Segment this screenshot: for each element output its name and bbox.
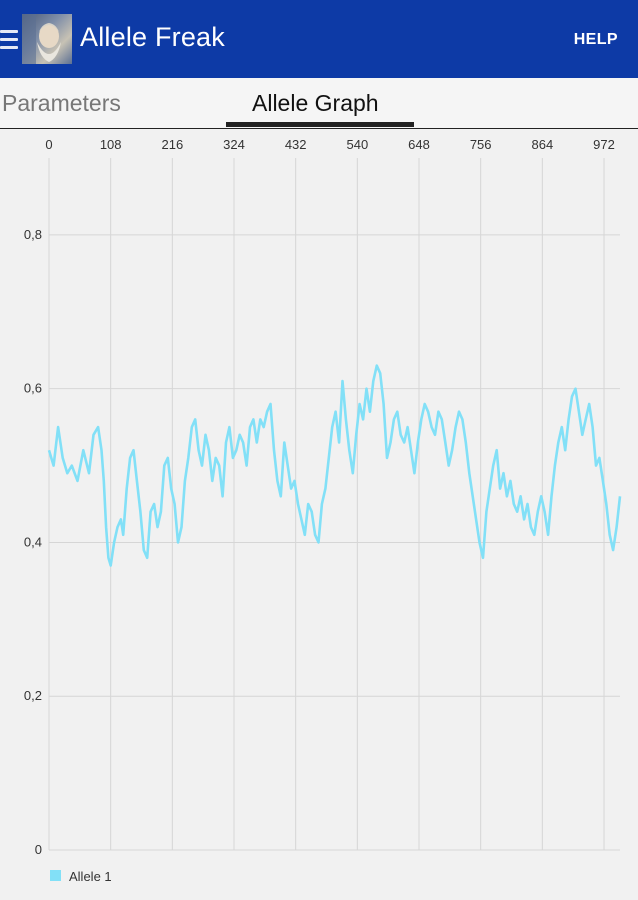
x-tick-label: 0 [45, 137, 52, 152]
y-tick-label: 0,6 [24, 381, 42, 396]
tab-bar: Parameters Allele Graph [0, 78, 638, 129]
chart-grid [48, 158, 620, 851]
x-tick-label: 972 [593, 137, 615, 152]
x-tick-label: 864 [531, 137, 553, 152]
app-bar: Allele Freak HELP [0, 0, 638, 78]
x-tick-label: 756 [470, 137, 492, 152]
x-tick-label: 324 [223, 137, 245, 152]
x-axis-ticks: 0 108 216 324 432 540 648 756 864 972 [45, 137, 614, 152]
x-tick-label: 108 [100, 137, 122, 152]
x-tick-label: 540 [346, 137, 368, 152]
hamburger-menu-icon[interactable] [0, 27, 20, 53]
x-tick-label: 648 [408, 137, 430, 152]
help-button[interactable]: HELP [573, 31, 618, 48]
legend-swatch-allele-1 [50, 870, 61, 881]
tab-parameters[interactable]: Parameters [2, 90, 121, 116]
selected-tab-indicator [226, 122, 414, 127]
tab-allele-graph[interactable]: Allele Graph [252, 90, 379, 116]
legend-label-allele-1: Allele 1 [69, 869, 112, 884]
x-tick-label: 216 [161, 137, 183, 152]
y-tick-label: 0,4 [24, 534, 42, 549]
x-tick-label: 432 [285, 137, 307, 152]
app-avatar-icon [22, 14, 72, 64]
y-tick-label: 0 [35, 842, 42, 857]
series-line-allele-1 [47, 364, 622, 567]
y-tick-label: 0,2 [24, 688, 42, 703]
allele-frequency-chart: 0 108 216 324 432 540 648 756 864 972 00,20,40,60… [24, 137, 622, 884]
y-tick-label: 0,8 [24, 227, 42, 242]
app-title: Allele Freak [80, 22, 225, 52]
y-axis-ticks: 0 0,2 0,4 0,6 0,8 [24, 227, 42, 857]
